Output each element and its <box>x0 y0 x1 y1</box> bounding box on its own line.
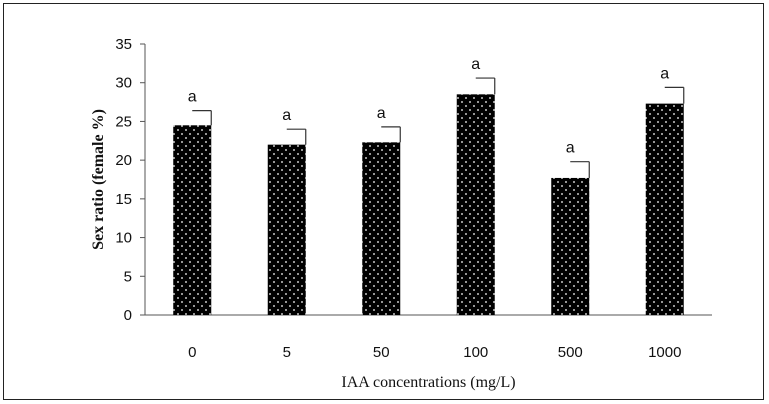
y-tick-label: 10 <box>115 230 132 247</box>
x-tick-label: 5 <box>283 344 291 361</box>
bar <box>362 142 401 315</box>
bar <box>645 103 684 316</box>
x-tick-label: 1000 <box>648 344 681 361</box>
y-tick-label: 0 <box>124 307 132 324</box>
bar <box>456 94 495 315</box>
significance-label: a <box>282 107 291 124</box>
x-axis-label: IAA concentrations (mg/L) <box>341 374 515 391</box>
significance-label: a <box>566 140 575 157</box>
x-tick-label: 50 <box>373 344 390 361</box>
y-axis-label: Sex ratio (female %) <box>90 109 107 250</box>
y-tick-label: 15 <box>115 191 132 208</box>
x-tick-label: 100 <box>463 344 488 361</box>
y-tick-label: 5 <box>124 268 132 285</box>
y-tick-label: 35 <box>115 36 132 53</box>
bar <box>267 144 306 315</box>
y-tick-label: 30 <box>115 75 132 92</box>
significance-label: a <box>660 65 669 82</box>
y-tick-label: 20 <box>115 152 132 169</box>
bar <box>551 177 590 315</box>
significance-label: a <box>377 105 386 122</box>
x-tick-label: 0 <box>188 344 196 361</box>
significance-label: a <box>471 56 480 73</box>
x-tick-label: 500 <box>558 344 583 361</box>
y-tick-label: 25 <box>115 113 132 130</box>
significance-label: a <box>188 89 197 106</box>
bar <box>173 125 212 315</box>
